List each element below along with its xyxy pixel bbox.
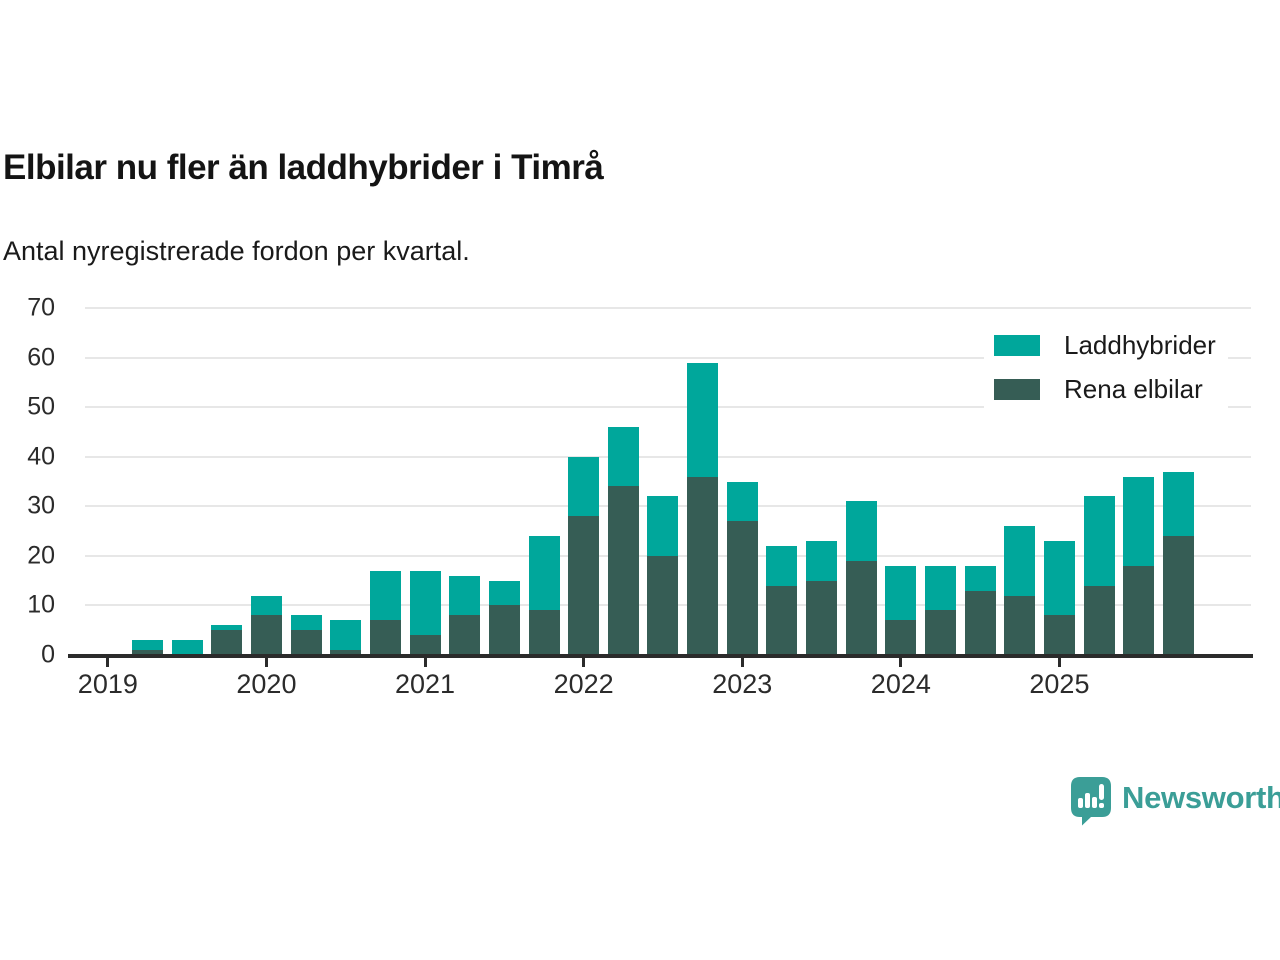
legend: Laddhybrider Rena elbilar	[984, 324, 1228, 413]
x-axis-line	[68, 654, 1253, 658]
bar-segment-laddhybrider	[290, 615, 322, 631]
bar-segment-rena-elbilar	[449, 615, 481, 655]
y-axis-label: 20	[27, 541, 55, 570]
legend-swatch-laddhybrider	[994, 335, 1040, 356]
bar-segment-laddhybrider	[647, 496, 679, 556]
x-axis-tick	[264, 658, 268, 667]
bar-segment-laddhybrider	[1162, 471, 1194, 537]
bar-segment-laddhybrider	[845, 501, 877, 561]
gridline-y60	[85, 356, 1251, 359]
y-axis-label: 30	[27, 491, 55, 520]
y-axis-label: 40	[27, 442, 55, 471]
y-axis-label: 10	[27, 590, 55, 619]
bar-segment-rena-elbilar	[1162, 536, 1194, 655]
bar-segment-rena-elbilar	[290, 630, 322, 655]
legend-label: Rena elbilar	[1064, 374, 1203, 404]
bar-segment-rena-elbilar	[250, 615, 282, 655]
newsworthy-logo-icon	[1071, 777, 1111, 826]
x-axis-tick	[582, 658, 586, 667]
chart-subtitle: Antal nyregistrerade fordon per kvartal.	[3, 236, 470, 266]
x-axis-tick	[423, 658, 427, 667]
x-axis-label: 2020	[236, 669, 297, 699]
bar-segment-rena-elbilar	[528, 610, 560, 655]
x-axis-label: 2021	[395, 669, 456, 699]
x-axis-tick	[1057, 658, 1061, 667]
bar-segment-laddhybrider	[132, 640, 163, 651]
bar-segment-rena-elbilar	[369, 620, 401, 655]
bar-segment-laddhybrider	[806, 540, 838, 581]
bar-segment-rena-elbilar	[409, 635, 441, 655]
legend-item-laddhybrider: Laddhybrider	[994, 330, 1216, 361]
bar-segment-rena-elbilar	[647, 555, 679, 655]
bar-segment-rena-elbilar	[1083, 585, 1115, 655]
legend-item-rena-elbilar: Rena elbilar	[994, 374, 1216, 405]
gridline-y40	[85, 455, 1251, 458]
bar-segment-laddhybrider	[1043, 540, 1075, 616]
x-axis-label: 2022	[553, 669, 614, 699]
bar-segment-rena-elbilar	[1123, 565, 1155, 655]
x-axis-tick	[899, 658, 903, 667]
bar-segment-laddhybrider	[171, 640, 203, 655]
brand-logo: Newsworthy	[1070, 776, 1280, 826]
bar-segment-laddhybrider	[687, 362, 719, 477]
bar-segment-laddhybrider	[766, 545, 798, 586]
x-axis-label: 2019	[77, 669, 138, 699]
bar-segment-rena-elbilar	[1043, 615, 1075, 655]
bar-segment-rena-elbilar	[766, 585, 798, 655]
bar-segment-laddhybrider	[1123, 476, 1155, 566]
y-axis-label: 0	[41, 640, 55, 669]
legend-label: Laddhybrider	[1064, 330, 1216, 360]
bar-segment-laddhybrider	[250, 595, 282, 616]
bar-segment-rena-elbilar	[845, 560, 877, 655]
bar-segment-laddhybrider	[568, 456, 600, 517]
x-axis-tick	[106, 658, 110, 667]
gridline-y50	[85, 406, 1251, 409]
bar-segment-laddhybrider	[607, 426, 639, 487]
legend-swatch-rena-elbilar	[994, 379, 1040, 400]
x-axis-tick	[740, 658, 744, 667]
bar-segment-rena-elbilar	[726, 521, 758, 655]
bar-segment-laddhybrider	[925, 565, 956, 611]
bar-segment-laddhybrider	[964, 565, 996, 591]
bar-segment-rena-elbilar	[568, 516, 600, 655]
bar-segment-rena-elbilar	[1004, 595, 1036, 655]
bar-segment-laddhybrider	[726, 481, 758, 522]
bar-segment-laddhybrider	[369, 570, 401, 621]
y-axis-label: 70	[27, 293, 55, 322]
bar-segment-rena-elbilar	[885, 620, 917, 655]
chart-title: Elbilar nu fler än laddhybrider i Timrå	[3, 148, 604, 187]
x-axis-label: 2023	[712, 669, 773, 699]
bar-segment-laddhybrider	[885, 565, 917, 621]
bar-segment-rena-elbilar	[211, 630, 243, 655]
bar-segment-rena-elbilar	[132, 650, 163, 655]
x-axis-label: 2025	[1029, 669, 1090, 699]
bar-segment-laddhybrider	[211, 625, 243, 631]
bar-segment-laddhybrider	[1083, 496, 1115, 586]
bar-segment-rena-elbilar	[925, 610, 956, 655]
bar-segment-laddhybrider	[330, 620, 362, 651]
bar-segment-laddhybrider	[449, 575, 481, 616]
bar-segment-laddhybrider	[1004, 526, 1036, 596]
bar-segment-rena-elbilar	[330, 650, 362, 655]
bar-segment-rena-elbilar	[607, 486, 639, 655]
bar-segment-laddhybrider	[488, 580, 520, 606]
brand-name: Newsworthy	[1122, 780, 1280, 815]
bar-segment-rena-elbilar	[488, 605, 520, 655]
y-axis-label: 50	[27, 392, 55, 421]
bar-segment-laddhybrider	[528, 536, 560, 611]
bar-segment-rena-elbilar	[806, 580, 838, 655]
bar-segment-laddhybrider	[409, 570, 441, 636]
x-axis-label: 2024	[870, 669, 931, 699]
bar-segment-rena-elbilar	[964, 590, 996, 655]
y-axis-label: 60	[27, 343, 55, 372]
bar-segment-rena-elbilar	[687, 476, 719, 655]
gridline-y70	[85, 307, 1251, 309]
